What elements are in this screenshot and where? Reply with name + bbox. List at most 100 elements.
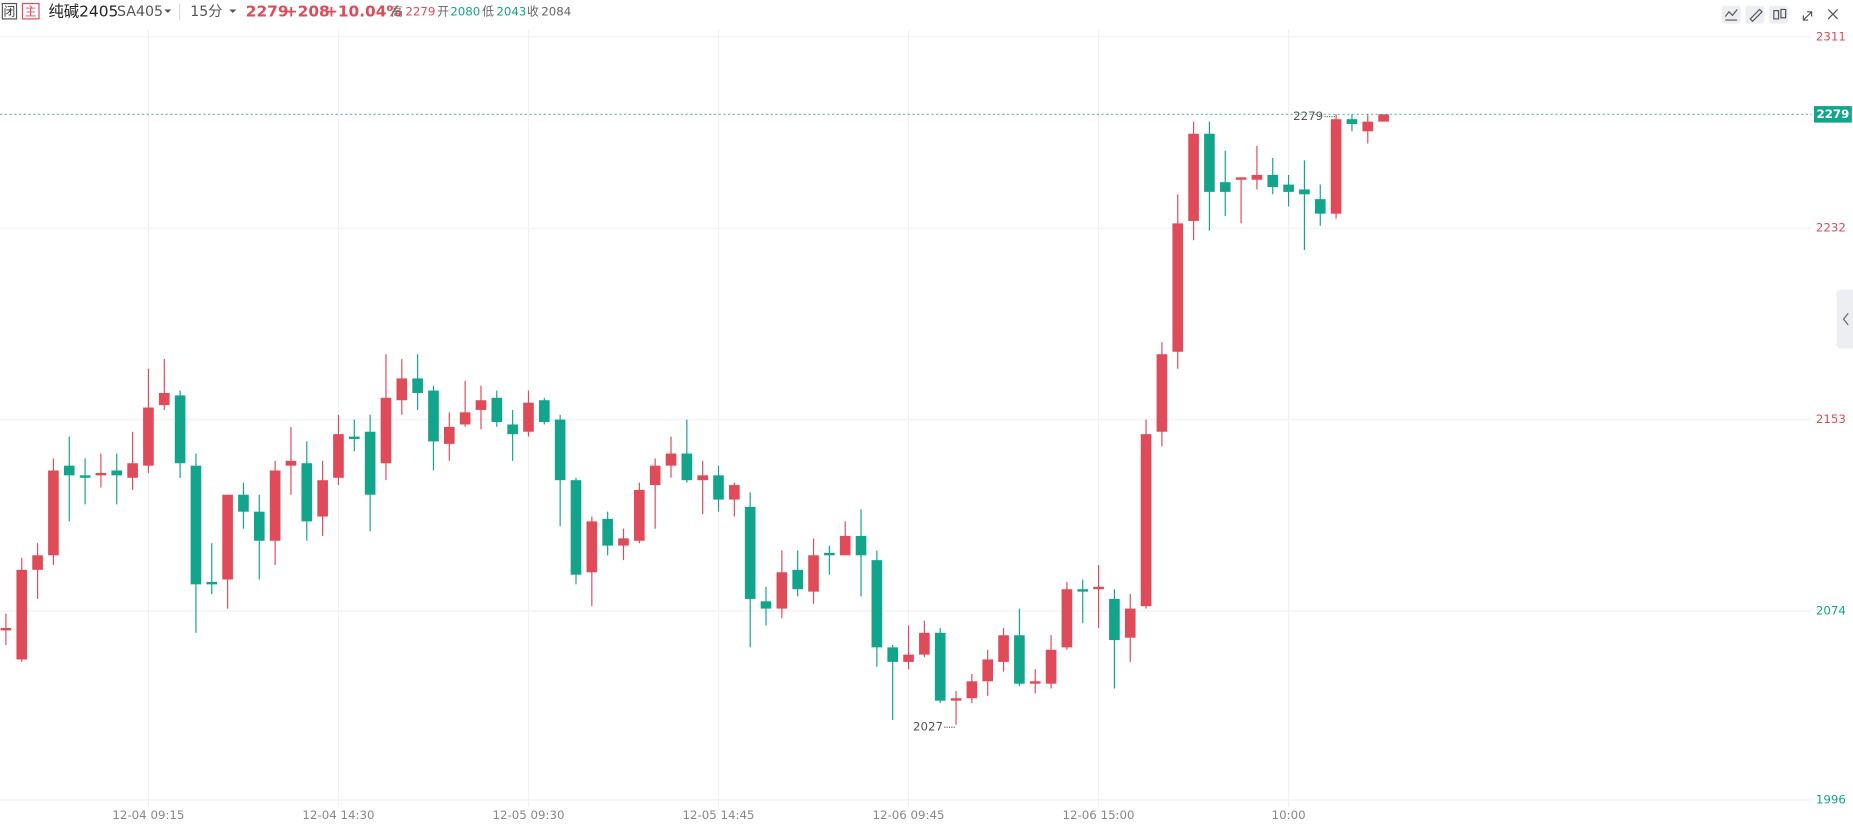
candle-body [1267, 174, 1279, 188]
x-tick-label: 12-06 15:00 [1063, 808, 1135, 822]
candle-body [1219, 182, 1231, 192]
candle-body [301, 463, 313, 522]
candle-body [1378, 114, 1389, 122]
expand-icon[interactable] [1802, 11, 1813, 21]
candle-body [32, 555, 43, 570]
candle-body [16, 569, 28, 660]
candle-body [744, 506, 756, 599]
candle-body [539, 400, 550, 423]
candle-body [206, 581, 218, 585]
candle-body [760, 601, 772, 609]
stat-label: 开 [437, 4, 449, 18]
candle-body [729, 485, 740, 500]
candle-body [1235, 177, 1247, 180]
candle-body [459, 412, 471, 425]
plot: 1996 2074 2153 2232 2311 12-04 09:15 12-04 14:… [0, 29, 1852, 822]
candle-body [1283, 184, 1294, 192]
x-tick-label: 12-05 09:30 [492, 808, 564, 822]
symbol-code[interactable]: SA405 [117, 4, 163, 20]
candle-body [95, 472, 107, 476]
candle-body [475, 400, 487, 410]
candle-body [618, 538, 629, 546]
tool-icon[interactable] [1724, 9, 1738, 21]
status: 闭 [4, 4, 16, 18]
main[interactable]: 主 [25, 4, 37, 18]
x-tick-label: 10:00 [1272, 808, 1306, 822]
stat-value: 2080 [450, 4, 480, 18]
candle-body [0, 627, 12, 631]
side-tab-icon[interactable] [1842, 312, 1849, 326]
candle-body [934, 632, 946, 701]
stat-label: 高 [391, 4, 403, 18]
candle-body [190, 465, 202, 585]
candle-body [1330, 119, 1342, 214]
period[interactable]: 15分 [190, 4, 222, 20]
candle-body [871, 560, 883, 648]
candle-body [824, 552, 835, 556]
stat-value: 2043 [496, 4, 526, 18]
candle-body [348, 436, 360, 440]
candle-body [570, 480, 582, 575]
y-tick-label: 2311 [1816, 29, 1846, 43]
y-tick-label: 2232 [1816, 221, 1846, 235]
candle-body [649, 465, 661, 486]
candle-body [380, 397, 392, 464]
dropdown-caret[interactable] [229, 9, 237, 14]
close-icon[interactable] [1827, 9, 1839, 20]
candle-body [839, 535, 851, 556]
x-tick-label: 12-05 14:45 [682, 808, 754, 822]
candle-body [998, 635, 1009, 662]
candle-body [1014, 635, 1025, 684]
x-tick-label: 12-06 09:45 [873, 808, 945, 822]
candle-body [792, 569, 804, 590]
candle-body [443, 426, 455, 444]
candle-body [903, 654, 914, 662]
tool-icon[interactable] [1749, 8, 1763, 23]
symbol-name: 纯碱2405 [48, 2, 118, 20]
candle-body [966, 681, 978, 699]
candle-body [554, 419, 566, 481]
candle-body [111, 470, 123, 476]
candle-body [127, 463, 138, 478]
candle-body [1140, 434, 1152, 607]
candle-body [412, 378, 423, 393]
candle-body [523, 402, 534, 432]
extreme-label: 2027 [913, 720, 943, 734]
candle-body [602, 518, 613, 546]
candle-body [1061, 589, 1073, 648]
y-tick-label: 2153 [1816, 412, 1846, 426]
change-pct: +10.04% [325, 2, 402, 20]
candle-body [317, 480, 328, 517]
candle-body [855, 535, 867, 556]
candle-body [158, 392, 170, 406]
candle-body [253, 511, 265, 541]
candle-body [1188, 133, 1199, 221]
candle-body [238, 494, 249, 512]
last-price-label: 2279 [1816, 107, 1849, 121]
candle-body [333, 434, 344, 478]
candle-body [1314, 199, 1326, 214]
candle-body [79, 475, 91, 478]
candle-body [1093, 586, 1104, 590]
candle-body [1029, 681, 1041, 684]
stat-value: 2084 [541, 4, 571, 18]
toolbar [1721, 5, 1839, 24]
change: +208 [285, 2, 330, 20]
candle-body [507, 424, 518, 435]
candle-body [776, 572, 788, 609]
candle-body [1204, 133, 1215, 192]
header: 闭 主 纯碱2405 SA405 15分 2279 +208 +10.04% 高… [1, 2, 571, 20]
candle-body [1156, 354, 1168, 432]
dropdown-caret[interactable] [164, 9, 172, 14]
main-box[interactable] [21, 2, 40, 20]
y-tick-label: 1996 [1816, 793, 1846, 807]
extreme-label: 2279 [1293, 109, 1323, 123]
last-price-tag [1814, 106, 1852, 123]
y-tick-label: 2074 [1816, 604, 1846, 618]
tool-icon[interactable] [1773, 8, 1787, 20]
candle-body [63, 465, 75, 476]
side-tab[interactable] [1836, 289, 1853, 349]
x-tick-label: 12-04 09:15 [112, 808, 184, 822]
candle-body [364, 431, 376, 495]
